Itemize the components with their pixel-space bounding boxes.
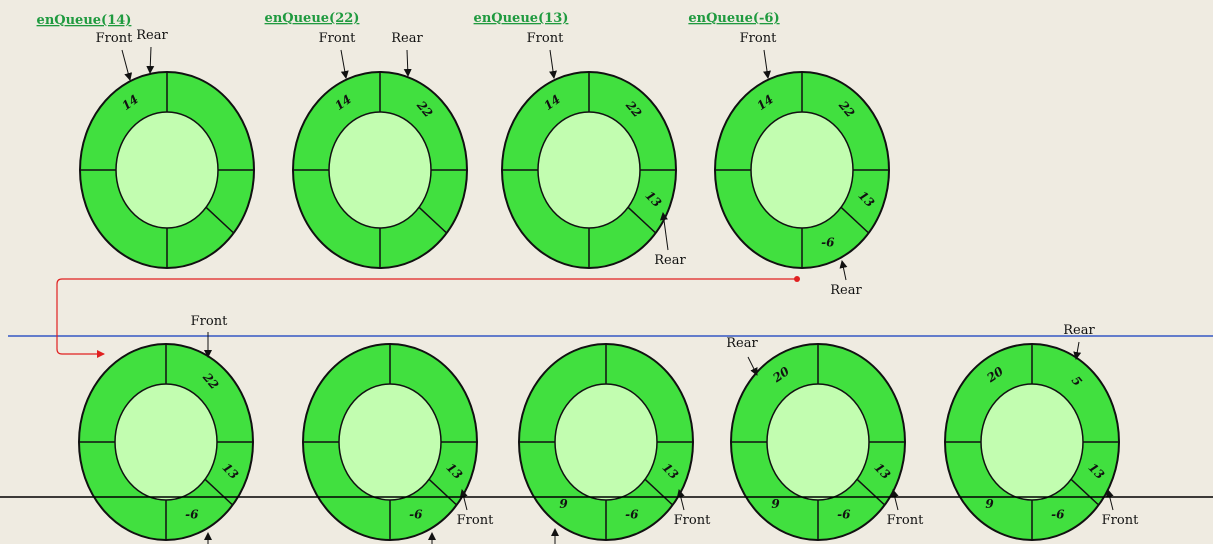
cell-divider — [428, 478, 458, 506]
cell-divider — [204, 478, 234, 506]
rear-arrow — [146, 46, 155, 74]
ring-inner — [554, 383, 658, 501]
front-arrow — [121, 49, 133, 81]
cell-value: 9 — [985, 497, 994, 511]
cell-value: 9 — [559, 497, 568, 511]
front-arrow — [549, 49, 557, 79]
front-arrow — [459, 489, 468, 511]
rear-arrow — [659, 212, 669, 251]
front-label: Front — [191, 314, 228, 329]
front-label: Front — [674, 513, 711, 528]
front-label: Front — [96, 31, 133, 46]
ring-inner — [750, 111, 854, 229]
front-label: Front — [527, 31, 564, 46]
ring-inner — [328, 111, 432, 229]
front-label: Front — [319, 31, 356, 46]
cell-divider — [644, 478, 674, 506]
front-arrow — [676, 489, 685, 511]
rear-label: Rear — [136, 28, 168, 43]
front-arrow — [890, 489, 899, 511]
cell-value: -6 — [185, 508, 199, 522]
front-label: Front — [740, 31, 777, 46]
front-arrow — [763, 49, 771, 79]
rear-label: Rear — [391, 31, 423, 46]
cell-divider — [205, 206, 235, 234]
ring-inner — [537, 111, 641, 229]
rear-label: Rear — [654, 253, 686, 268]
connector-dot — [794, 276, 800, 282]
cell-value: -6 — [1051, 508, 1065, 522]
cell-divider — [627, 206, 657, 234]
front-label: Front — [1102, 513, 1139, 528]
cell-value: 9 — [771, 497, 780, 511]
front-arrow — [1105, 489, 1114, 511]
operation-title: enQueue(14) — [37, 13, 132, 28]
rear-label: Rear — [726, 336, 758, 351]
front-label: Front — [457, 513, 494, 528]
ring-inner — [115, 111, 219, 229]
connector — [56, 278, 797, 358]
rear-label: Rear — [1063, 323, 1095, 338]
cell-value: -6 — [837, 508, 851, 522]
ring-inner — [338, 383, 442, 501]
ring-inner — [766, 383, 870, 501]
operation-title: enQueue(13) — [474, 11, 569, 26]
rear-label: Rear — [830, 283, 862, 298]
ring-inner — [980, 383, 1084, 501]
rear-arrow — [747, 356, 758, 376]
ring-inner — [114, 383, 218, 501]
front-label: Front — [887, 513, 924, 528]
cell-value: -6 — [625, 508, 639, 522]
cell-divider — [1070, 478, 1100, 506]
cell-divider — [856, 478, 886, 506]
operation-title: enQueue(-6) — [688, 11, 779, 26]
operation-title: enQueue(22) — [265, 11, 360, 26]
cell-divider — [418, 206, 448, 234]
cell-value: -6 — [409, 508, 423, 522]
rear-arrow — [1073, 341, 1082, 360]
cell-divider — [840, 206, 870, 234]
rear-arrow — [403, 49, 412, 77]
rear-arrow — [839, 260, 848, 281]
queue-ring: 13-6 Front — [302, 343, 494, 541]
front-arrow — [340, 49, 349, 79]
cell-value: -6 — [821, 236, 835, 250]
